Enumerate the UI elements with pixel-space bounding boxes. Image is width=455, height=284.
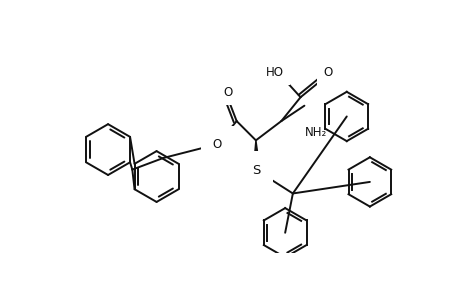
Text: O: O: [213, 138, 222, 151]
Text: HO: HO: [266, 66, 283, 79]
Text: O: O: [323, 66, 332, 79]
Text: S: S: [252, 164, 260, 177]
Text: NH₂: NH₂: [304, 126, 327, 139]
Text: O: O: [223, 86, 233, 99]
Polygon shape: [253, 140, 260, 170]
